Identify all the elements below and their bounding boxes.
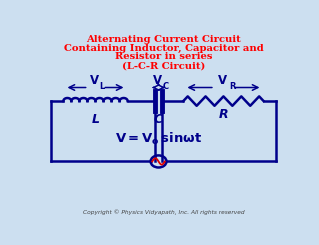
Text: Containing Inductor, Capacitor and: Containing Inductor, Capacitor and (63, 44, 263, 53)
Text: $\mathbf{V}$: $\mathbf{V}$ (152, 74, 163, 87)
Text: $\mathbf{V}$: $\mathbf{V}$ (89, 74, 100, 87)
Text: L: L (92, 113, 100, 126)
Text: $\mathbf{V{=}V_o\,sin\omega t}$: $\mathbf{V{=}V_o\,sin\omega t}$ (115, 131, 202, 147)
Text: Resistor in series: Resistor in series (115, 52, 212, 61)
Text: $\mathbf{C}$: $\mathbf{C}$ (162, 80, 169, 91)
Text: Alternating Current Circuit: Alternating Current Circuit (86, 35, 241, 44)
Text: Copyright © Physics Vidyapath, Inc. All rights reserved: Copyright © Physics Vidyapath, Inc. All … (83, 209, 244, 215)
Text: (L-C-R Circuit): (L-C-R Circuit) (122, 61, 205, 70)
Text: $\mathbf{V}$: $\mathbf{V}$ (217, 74, 228, 87)
Text: R: R (219, 108, 228, 121)
Text: $\mathbf{L}$: $\mathbf{L}$ (99, 80, 106, 91)
Text: $\mathbf{R}$: $\mathbf{R}$ (229, 80, 237, 91)
Text: C: C (154, 113, 163, 126)
